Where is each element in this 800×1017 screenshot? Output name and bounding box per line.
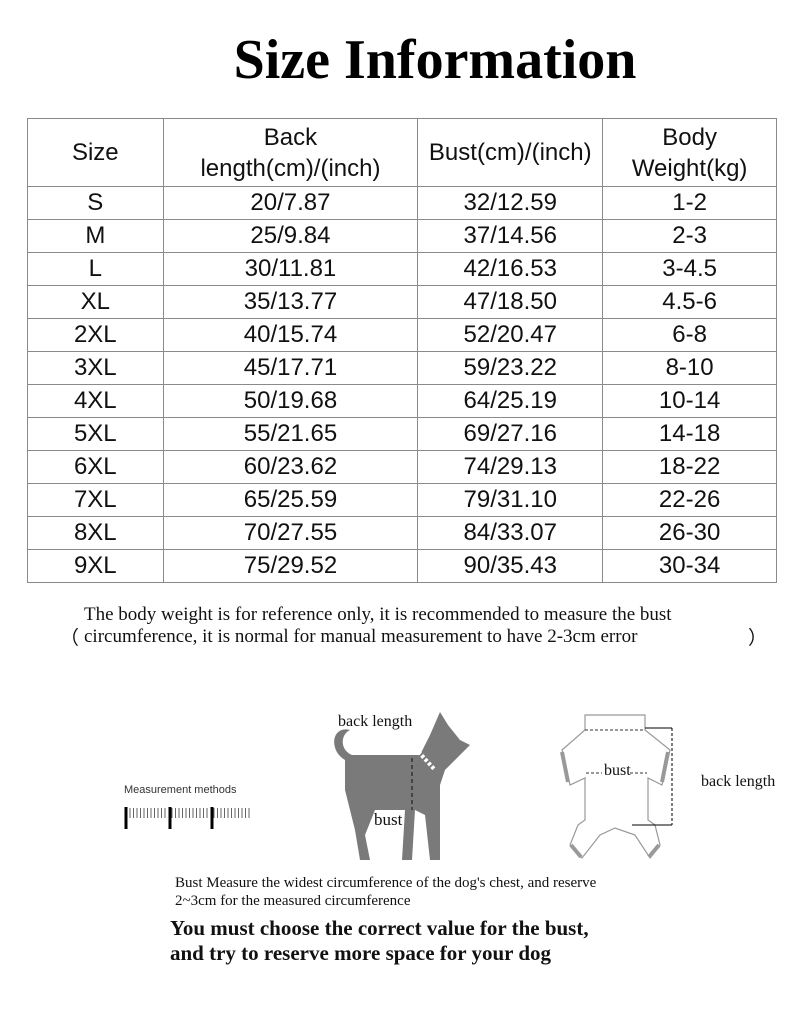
table-cell: 9XL [27,549,164,583]
table-cell: L [27,252,164,286]
emphasis-line: and try to reserve more space for your d… [170,941,552,965]
column-header: Body Weight(kg) [602,118,777,187]
table-cell: 14-18 [602,417,777,451]
table-cell: 22-26 [602,483,777,517]
table-cell: 5XL [27,417,164,451]
ruler-icon [124,807,250,829]
clothes-back-length-label: back length [701,773,776,790]
column-header-line: Weight(kg) [631,154,748,182]
table-cell: 25/9.84 [162,219,419,253]
column-header: Bust(cm)/(inch) [417,118,604,187]
table-cell: 3-4.5 [602,252,777,286]
table-row: 6XL 60/23.62 74/29.13 18-22 [27,450,777,484]
table-cell: XL [27,285,164,319]
clothes-bust-label: bust [604,762,631,779]
table-cell: 50/19.68 [162,384,419,418]
table-cell: 10-14 [602,384,777,418]
bust-description: Bust Measure the widest circumference of… [175,875,597,909]
table-cell: 84/33.07 [417,516,604,550]
table-cell: 52/20.47 [417,318,604,352]
note-text: The body weight is for reference only, i… [84,604,672,647]
table-cell: 40/15.74 [162,318,419,352]
table-cell: 8XL [27,516,164,550]
table-cell: 2XL [27,318,164,352]
dog-clothes-outline-icon [560,714,673,860]
table-cell: 1-2 [602,186,777,220]
table-cell: 75/29.52 [162,549,419,583]
column-header-line: Body [662,123,717,151]
table-cell: 3XL [27,351,164,385]
table-row: XL 35/13.77 47/18.50 4.5-6 [27,285,777,319]
table-row: 3XL 45/17.71 59/23.22 8-10 [27,351,777,385]
column-header: Back length(cm)/(inch) [162,118,419,187]
table-row: M 25/9.84 37/14.56 2-3 [27,219,777,253]
table-cell: 18-22 [602,450,777,484]
table-row: 7XL 65/25.59 79/31.10 22-26 [27,483,777,517]
table-cell: 32/12.59 [417,186,604,220]
table-cell: 8-10 [602,351,777,385]
table-cell: 37/14.56 [417,219,604,253]
table-cell: 2-3 [602,219,777,253]
table-cell: 4.5-6 [602,285,777,319]
table-row: 2XL 40/15.74 52/20.47 6-8 [27,318,777,352]
column-header-line: Size [71,139,119,166]
table-cell: M [27,219,164,253]
table-row: 5XL 55/21.65 69/27.16 14-18 [27,417,777,451]
column-header: Size [27,118,164,187]
dog-silhouette-icon [334,712,470,860]
table-row: S 20/7.87 32/12.59 1-2 [27,186,777,220]
table-cell: 6XL [27,450,164,484]
page-title: Size Information [233,29,637,91]
table-cell: 65/25.59 [162,483,419,517]
dog-back-length-label: back length [338,713,413,730]
table-cell: 45/17.71 [162,351,419,385]
table-row: L 30/11.81 42/16.53 3-4.5 [27,252,777,286]
note-open-paren: （ [60,628,80,649]
table-cell: 30/11.81 [162,252,419,286]
table-cell: S [27,186,164,220]
column-header-line: Back [263,123,318,151]
table-row: 4XL 50/19.68 64/25.19 10-14 [27,384,777,418]
table-cell: 6-8 [602,318,777,352]
table-cell: 47/18.50 [417,285,604,319]
emphasis-line: You must choose the correct value for th… [170,916,589,940]
table-cell: 7XL [27,483,164,517]
table-cell: 42/16.53 [417,252,604,286]
table-cell: 30-34 [602,549,777,583]
table-cell: 55/21.65 [162,417,419,451]
table-cell: 4XL [27,384,164,418]
table-cell: 90/35.43 [417,549,604,583]
measurement-methods-label: Measurement methods [124,784,237,796]
table-cell: 26-30 [602,516,777,550]
dog-bust-label: bust [374,810,403,829]
emphasis-text: You must choose the correct value for th… [170,916,589,966]
table-cell: 74/29.13 [417,450,604,484]
note-close-paren: ） [748,628,768,649]
size-table: Size Back length(cm)/(inch) Bust(cm)/(inch)… [27,118,777,583]
table-cell: 59/23.22 [417,351,604,385]
table-row: 9XL 75/29.52 90/35.43 30-34 [27,549,777,583]
column-header-line: length(cm)/(inch) [200,154,381,182]
table-cell: 70/27.55 [162,516,419,550]
table-row: 8XL 70/27.55 84/33.07 26-30 [27,516,777,550]
table-cell: 79/31.10 [417,483,604,517]
table-cell: 20/7.87 [162,186,419,220]
column-header-line: Bust(cm)/(inch) [428,139,592,166]
table-cell: 35/13.77 [162,285,419,319]
table-cell: 69/27.16 [417,417,604,451]
table-cell: 64/25.19 [417,384,604,418]
table-cell: 60/23.62 [162,450,419,484]
